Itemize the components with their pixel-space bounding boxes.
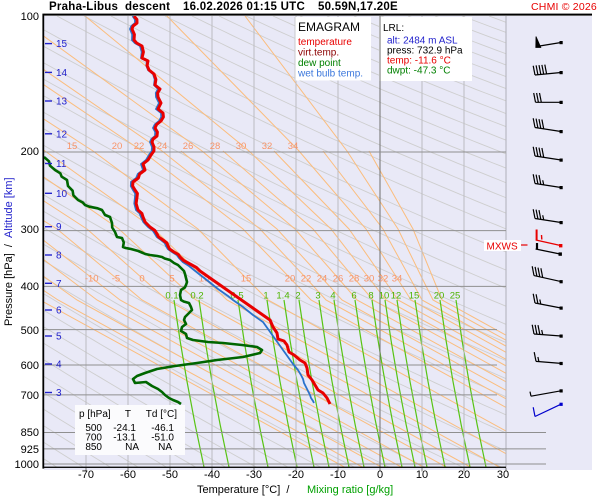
svg-text:850: 850 bbox=[85, 442, 102, 453]
svg-text:NA: NA bbox=[125, 442, 139, 453]
svg-text:15: 15 bbox=[56, 39, 68, 50]
svg-text:6: 6 bbox=[351, 291, 356, 302]
svg-text:-60: -60 bbox=[120, 469, 136, 481]
svg-text:wet bulb temp.: wet bulb temp. bbox=[297, 69, 363, 80]
svg-text:press: 732.9 hPa: press: 732.9 hPa bbox=[387, 46, 463, 57]
svg-text:dwpt: -47.3 °C: dwpt: -47.3 °C bbox=[387, 66, 450, 77]
svg-text:temperature: temperature bbox=[298, 37, 352, 48]
svg-text:Temperature [°C] /: Temperature [°C] / bbox=[197, 484, 290, 496]
svg-text:24: 24 bbox=[317, 274, 328, 285]
svg-text:20: 20 bbox=[112, 141, 123, 152]
svg-text:dew point: dew point bbox=[298, 58, 341, 69]
svg-text:-46.1: -46.1 bbox=[151, 423, 174, 434]
svg-text:1000: 1000 bbox=[15, 459, 39, 471]
svg-text:5: 5 bbox=[56, 332, 62, 343]
svg-text:-13.1: -13.1 bbox=[113, 433, 136, 444]
svg-text:300: 300 bbox=[21, 224, 39, 236]
svg-text:34: 34 bbox=[392, 274, 403, 285]
svg-text:28: 28 bbox=[349, 274, 360, 285]
svg-text:850: 850 bbox=[21, 427, 39, 439]
svg-text:Mixing ratio [g/kg]: Mixing ratio [g/kg] bbox=[307, 484, 393, 496]
svg-text:-51.0: -51.0 bbox=[151, 433, 174, 444]
svg-text:-20: -20 bbox=[288, 469, 304, 481]
svg-text:-24.1: -24.1 bbox=[113, 423, 136, 434]
svg-text:9: 9 bbox=[56, 222, 62, 233]
svg-text:26: 26 bbox=[183, 141, 194, 152]
svg-text:6: 6 bbox=[56, 306, 62, 317]
svg-text:T: T bbox=[125, 409, 131, 420]
svg-text:20: 20 bbox=[285, 274, 296, 285]
svg-text:-5: -5 bbox=[112, 274, 120, 285]
svg-text:2: 2 bbox=[295, 291, 300, 302]
svg-text:-50: -50 bbox=[162, 469, 178, 481]
svg-text:Pressure [hPa] / Altitude [k: Pressure [hPa] / Altitude [km] bbox=[3, 177, 15, 326]
svg-text:700: 700 bbox=[85, 433, 102, 444]
svg-text:15: 15 bbox=[409, 291, 420, 302]
svg-text:-40: -40 bbox=[204, 469, 220, 481]
svg-text:MXWS: MXWS bbox=[487, 242, 518, 253]
svg-text:10: 10 bbox=[379, 291, 390, 302]
svg-text:15: 15 bbox=[241, 274, 252, 285]
svg-text:24: 24 bbox=[157, 141, 168, 152]
svg-text:700: 700 bbox=[21, 390, 39, 402]
svg-text:11: 11 bbox=[56, 159, 67, 170]
svg-text:200: 200 bbox=[21, 146, 39, 158]
svg-text:34: 34 bbox=[288, 141, 299, 152]
svg-text:0.1: 0.1 bbox=[165, 291, 178, 302]
svg-text:NA: NA bbox=[158, 442, 172, 453]
svg-text:4: 4 bbox=[330, 291, 335, 302]
svg-text:20: 20 bbox=[434, 291, 445, 302]
svg-text:p [hPa]: p [hPa] bbox=[79, 409, 111, 420]
svg-text:14: 14 bbox=[56, 68, 68, 79]
svg-text:10: 10 bbox=[416, 469, 428, 481]
svg-text:15: 15 bbox=[67, 141, 78, 152]
svg-text:100: 100 bbox=[21, 11, 39, 23]
svg-text:32: 32 bbox=[378, 274, 389, 285]
svg-text:500: 500 bbox=[21, 325, 39, 337]
svg-text:8: 8 bbox=[56, 251, 62, 262]
svg-text:10: 10 bbox=[56, 189, 68, 200]
svg-text:5: 5 bbox=[169, 274, 174, 285]
svg-text:7: 7 bbox=[56, 279, 62, 290]
svg-text:Td [°C]: Td [°C] bbox=[146, 409, 177, 420]
svg-text:1.4: 1.4 bbox=[276, 291, 289, 302]
svg-text:600: 600 bbox=[21, 360, 39, 372]
svg-text:-10: -10 bbox=[330, 469, 346, 481]
svg-text:925: 925 bbox=[21, 444, 39, 456]
svg-text:20: 20 bbox=[458, 469, 470, 481]
svg-text:12: 12 bbox=[391, 291, 402, 302]
svg-text:3: 3 bbox=[315, 291, 320, 302]
svg-text:virt.temp.: virt.temp. bbox=[298, 48, 339, 59]
svg-text:25: 25 bbox=[450, 291, 461, 302]
svg-text:28: 28 bbox=[210, 141, 221, 152]
svg-text:-70: -70 bbox=[78, 469, 94, 481]
svg-text:30: 30 bbox=[497, 469, 509, 481]
svg-text:0: 0 bbox=[139, 274, 144, 285]
svg-text:alt: 2484 m ASL: alt: 2484 m ASL bbox=[387, 36, 458, 47]
svg-text:1: 1 bbox=[263, 291, 268, 302]
svg-text:26: 26 bbox=[333, 274, 344, 285]
svg-text:12: 12 bbox=[56, 129, 68, 140]
svg-text:3: 3 bbox=[56, 388, 62, 399]
svg-text:-30: -30 bbox=[246, 469, 262, 481]
svg-text:22: 22 bbox=[301, 274, 312, 285]
svg-text:22: 22 bbox=[134, 141, 145, 152]
svg-text:8: 8 bbox=[368, 291, 373, 302]
svg-text:0.2: 0.2 bbox=[190, 291, 203, 302]
svg-text:0: 0 bbox=[377, 469, 383, 481]
svg-text:LRL:: LRL: bbox=[383, 23, 404, 34]
svg-text:13: 13 bbox=[56, 97, 68, 108]
svg-text:EMAGRAM: EMAGRAM bbox=[298, 20, 360, 34]
svg-text:400: 400 bbox=[21, 281, 39, 293]
svg-text:4: 4 bbox=[56, 360, 62, 371]
svg-text:temp: -11.6 °C: temp: -11.6 °C bbox=[387, 56, 451, 67]
svg-text:-10: -10 bbox=[85, 274, 99, 285]
svg-text:32: 32 bbox=[262, 141, 273, 152]
svg-text:500: 500 bbox=[85, 423, 102, 434]
svg-text:30: 30 bbox=[364, 274, 375, 285]
svg-text:30: 30 bbox=[236, 141, 247, 152]
